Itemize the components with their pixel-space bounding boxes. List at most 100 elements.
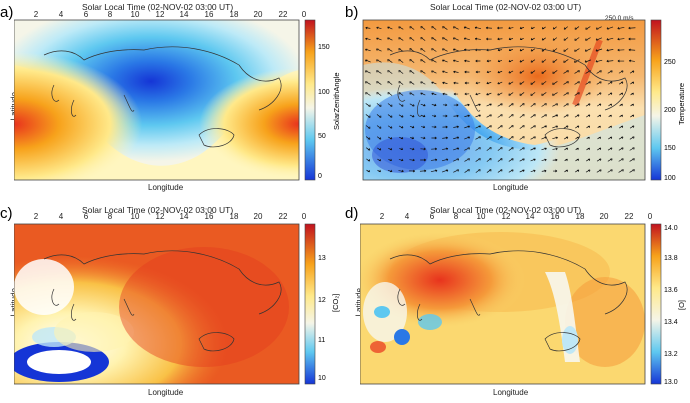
wind-arrow [398,114,404,118]
wind-arrow [387,48,393,52]
wind-arrow [409,169,416,173]
wind-arrow [387,125,393,129]
panel-c-coastline [43,250,282,352]
wind-arrow [420,26,426,30]
wind-arrow [398,158,404,162]
wind-arrow [464,70,470,74]
wind-arrow [508,125,514,129]
svg-text:22: 22 [279,10,288,19]
wind-arrow [409,158,415,162]
wind-arrow [420,92,426,96]
wind-arrow [431,37,437,41]
wind-arrow [409,26,415,30]
wind-arrow [552,81,558,85]
wind-arrow [442,48,448,52]
svg-text:20: 20 [254,212,263,221]
wind-arrow [563,48,569,52]
panel-b-cbar-tick-1: 200 [664,107,676,114]
wind-arrow [584,48,591,52]
panel-c-cbar-tick-1: 12 [318,297,326,304]
wind-arrow [419,169,427,173]
wind-arrow [541,169,547,173]
wind-arrow [497,26,503,30]
panel-a-title: Solar Local Time (02-NOV-02 03:00 UT) [82,2,234,12]
wind-arrow [519,114,525,118]
wind-arrow [420,37,426,41]
wind-arrow [606,37,614,41]
wind-arrow [519,103,525,107]
panel-d-cbar-tick-4: 13.2 [664,351,678,358]
wind-arrow [409,125,415,129]
wind-arrow [442,92,448,96]
wind-arrow [485,26,492,30]
wind-arrow [365,59,371,63]
wind-arrow [398,136,404,140]
wind-arrow [530,114,536,118]
wind-arrow [388,147,393,151]
wind-arrow [474,26,482,30]
svg-text:8: 8 [108,212,113,221]
wind-arrow [618,147,624,151]
panel-d-title: Solar Local Time (02-NOV-02 03:00 UT) [430,205,582,215]
wind-arrow [606,26,614,30]
panel-a-xticks: 2 4 6 8 10 12 14 16 18 20 22 0 [34,10,307,19]
wind-arrow [486,169,492,173]
wind-arrow [630,114,635,118]
wind-arrow [630,92,634,96]
wind-arrow [574,37,580,41]
wind-arrow [563,103,569,107]
wind-arrow [366,158,371,162]
panel-a-cbar-tick-0: 150 [318,44,330,51]
svg-text:14: 14 [180,212,189,221]
wind-arrow [574,70,580,74]
wind-arrow [453,136,460,140]
wind-arrow [552,103,558,107]
wind-arrow [442,136,448,140]
wind-arrow [442,147,449,151]
wind-arrow [431,125,437,129]
wind-arrow [398,169,404,173]
wind-arrow [552,59,558,63]
wind-arrow [574,103,580,107]
wind-arrow [387,92,393,96]
svg-text:4: 4 [59,10,64,19]
svg-text:8: 8 [108,10,113,19]
wind-arrow [585,114,591,118]
wind-arrow [584,59,592,63]
wind-arrow [519,136,525,140]
wind-arrow [597,125,601,129]
wind-arrow [409,81,415,85]
wind-arrow [585,81,591,85]
svg-text:6: 6 [84,212,89,221]
wind-arrow [453,81,459,85]
wind-arrow [530,37,535,41]
panel-b-coastline [389,46,628,148]
wind-arrow [530,81,536,85]
wind-arrow [497,125,503,129]
wind-arrow [486,136,492,140]
wind-arrow [442,37,448,41]
panel-a-cbar-tick-1: 100 [318,89,330,96]
panel-c-plot: 2 4 6 8 10 12 14 16 18 20 22 0 13 12 11 10 [CO… [14,212,340,385]
wind-arrow [398,26,404,30]
panel-b-title: Solar Local Time (02-NOV-02 03:00 UT) [430,2,582,12]
wind-arrow [377,169,381,173]
svg-text:8: 8 [454,212,459,221]
wind-arrow [519,158,525,162]
svg-text:6: 6 [430,212,435,221]
wind-arrow [574,114,580,118]
wind-arrow [365,125,371,129]
wind-arrow [398,37,404,41]
wind-arrow [519,169,525,173]
svg-text:12: 12 [156,10,165,19]
wind-arrow [486,114,492,118]
wind-arrow [508,37,514,41]
wind-arrow [596,26,602,30]
wind-arrow [409,103,415,107]
wind-arrow [497,103,503,107]
wind-arrow [586,158,591,162]
panel-b-letter: b) [345,4,359,21]
svg-text:20: 20 [600,212,609,221]
wind-arrow [365,81,371,85]
svg-text:4: 4 [59,212,64,221]
